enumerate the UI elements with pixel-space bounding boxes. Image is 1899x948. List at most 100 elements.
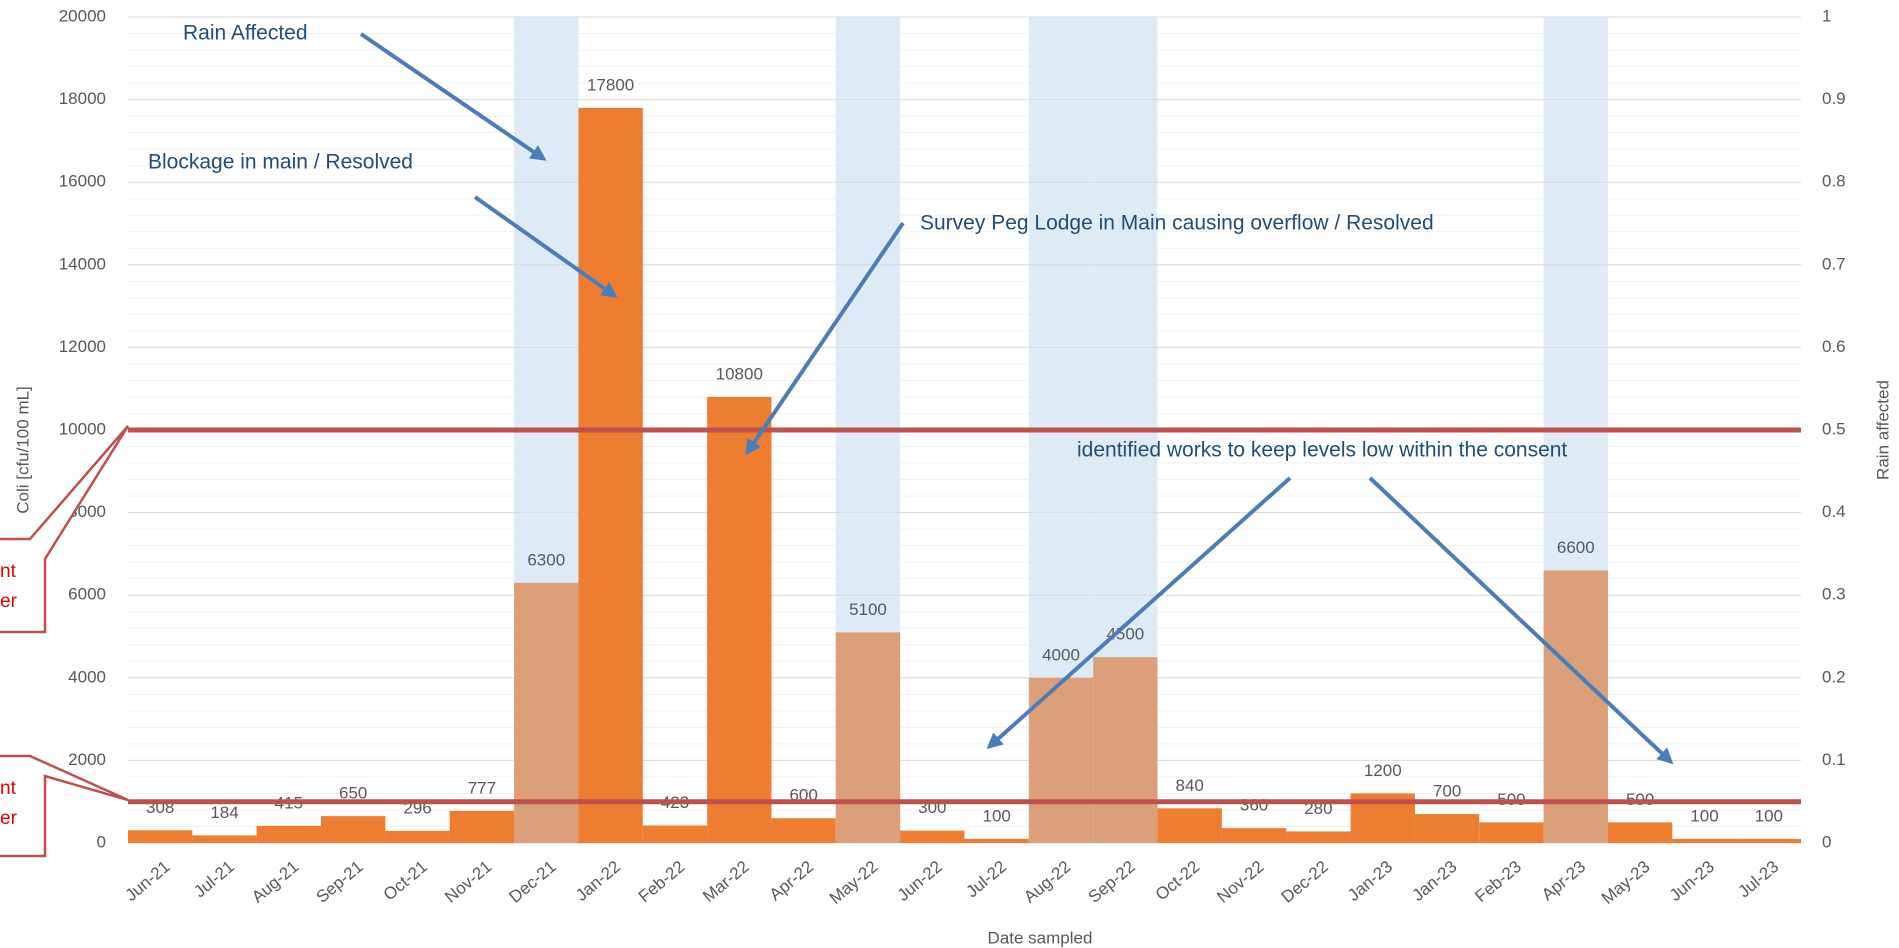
annotation-arrow [745,221,905,456]
annotation-arrow [1368,476,1674,765]
y-tick-label: 16000 [59,172,106,191]
x-tick-label: Jan-22 [572,857,624,905]
bar [1479,822,1544,843]
data-label: 1200 [1364,761,1402,780]
bar [642,825,708,843]
bar [964,838,1029,843]
x-tick-label: Nov-21 [441,857,495,907]
bar [578,107,643,844]
y-tick-label: 12000 [59,337,106,356]
x-tick-label: Aug-21 [248,857,302,907]
callout-box [0,425,130,634]
data-label: 840 [1176,776,1204,795]
bar [900,830,965,843]
data-label: 650 [339,784,367,803]
annotation-arrow [359,32,547,161]
y2-tick-label: 0.4 [1822,502,1846,521]
annotation: identified works to keep levels low with… [1077,439,1567,462]
data-label: 100 [982,806,1010,825]
y-tick-label: 6000 [68,585,106,604]
callout-box [0,754,129,858]
bar [1221,828,1287,843]
y-tick-label: 18000 [59,89,106,108]
x-tick-label: Jun-21 [122,857,174,905]
y-tick-label: 2000 [68,750,106,769]
x-tick-label: May-22 [826,857,882,908]
bar [1672,838,1737,843]
annotation: Survey Peg Lodge in Main causing overflo… [920,212,1434,235]
data-label: 6300 [527,550,565,569]
y2-tick-label: 0.7 [1822,254,1846,273]
callout-text: er [0,591,18,612]
x-tick-label: Apr-23 [1538,857,1589,904]
data-label: 10800 [716,364,763,383]
bar [385,830,450,843]
x-tick-label: Jan-23 [1409,857,1461,905]
y-tick-label: 10000 [59,419,106,438]
bar [1736,838,1801,843]
x-axis-label: Date sampled [988,928,1093,947]
bar [1414,814,1480,843]
data-label: 4000 [1042,645,1080,664]
data-label: 184 [210,803,238,822]
data-label: 17800 [587,75,634,94]
data-label: 4500 [1106,625,1144,644]
y2-tick-label: 0 [1822,832,1831,851]
bar [835,632,901,843]
y2-tick-label: 0.5 [1822,419,1846,438]
y2-tick-label: 0.6 [1822,337,1846,356]
data-label: 5100 [849,600,887,619]
bar [1543,570,1608,843]
x-tick-label: Oct-22 [1152,857,1203,904]
bar [192,835,257,843]
data-label: 100 [1755,806,1783,825]
data-label: 700 [1433,782,1461,801]
bar [321,816,386,843]
x-tick-label: Jul-22 [962,857,1010,901]
y-tick-label: 20000 [59,6,106,25]
bar [1286,831,1351,843]
x-tick-label: Jan-23 [1344,857,1396,905]
x-tick-label: Jul-23 [1735,857,1783,901]
x-tick-label: Jun-23 [1666,857,1718,905]
annotation: Blockage in main / Resolved [148,151,413,174]
y2-tick-label: 0.3 [1822,585,1846,604]
callout-text: nt [0,778,17,799]
x-tick-label: Feb-22 [635,857,688,906]
y-tick-label: 14000 [59,254,106,273]
bar [1093,657,1158,843]
y-tick-label: 4000 [68,667,106,686]
y-axis-label: Coli [cfu/100 mL] [13,386,32,514]
x-tick-label: Jun-22 [894,857,946,905]
callout-text: nt [0,561,17,582]
data-label: 6600 [1557,538,1595,557]
bar [256,825,322,843]
x-tick-label: Dec-22 [1278,857,1332,907]
x-tick-label: Mar-22 [699,857,752,906]
y2-tick-label: 0.9 [1822,89,1846,108]
bar [707,396,772,843]
y2-tick-label: 0.8 [1822,172,1846,191]
bar [771,818,836,843]
x-tick-label: Jul-21 [190,857,238,901]
data-label: 100 [1690,806,1718,825]
x-tick-label: Sep-22 [1085,857,1139,907]
x-tick-label: Sep-21 [312,857,366,907]
y2-tick-label: 1 [1822,6,1831,25]
y2-tick-label: 0.2 [1822,667,1846,686]
bar [449,810,515,843]
bar [1607,822,1673,843]
bar [1157,808,1222,843]
bar [1028,677,1094,843]
x-tick-label: May-23 [1598,857,1654,908]
data-label: 360 [1240,796,1268,815]
y2-tick-label: 0.1 [1822,750,1846,769]
x-tick-label: Nov-22 [1213,857,1267,907]
y-tick-label: 0 [97,832,106,851]
x-tick-label: Dec-21 [506,857,560,907]
annotation: Rain Affected [183,22,308,45]
x-tick-label: Aug-22 [1020,857,1074,907]
y2-axis-label: Rain affected [1873,380,1892,480]
annotation-arrow [473,195,618,298]
x-tick-label: Feb-23 [1471,857,1524,906]
